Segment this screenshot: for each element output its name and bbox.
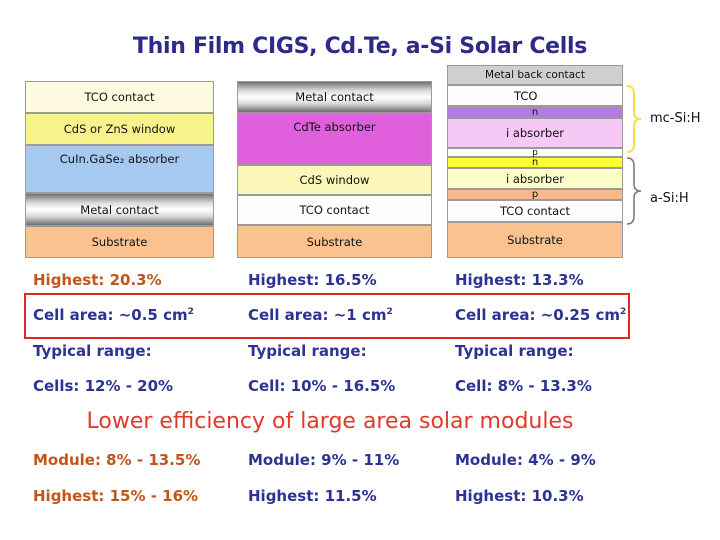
- typical-range-cdte: Typical range:: [248, 342, 367, 360]
- module-asi: Module: 4% - 9%: [455, 451, 596, 469]
- highest-module-cdte: Highest: 11.5%: [248, 487, 377, 505]
- cigs-layer-metal: Metal contact: [25, 193, 214, 226]
- cell-area-highlight-box: [24, 293, 630, 339]
- module-cigs: Module: 8% - 13.5%: [33, 451, 201, 469]
- asi-layer-substrate: Substrate: [447, 222, 623, 258]
- a-si-brace: [626, 157, 642, 225]
- asi-layer-as-i: i absorber: [447, 168, 623, 189]
- asi-layer-as-n: n: [447, 157, 623, 168]
- mc-si-brace: [626, 85, 642, 153]
- cell-area-asi: Cell area: ~0.25 cm2: [455, 306, 627, 324]
- cigs-layer-window: CdS or ZnS window: [25, 113, 214, 145]
- cdte-layer-tco: TCO contact: [237, 195, 432, 225]
- highest-cigs: Highest: 20.3%: [33, 271, 162, 289]
- cigs-layer-absorber: CuIn.GaSe₂ absorber: [25, 145, 214, 193]
- asi-layer-tco: TCO: [447, 85, 623, 106]
- cells-cdte: Cell: 10% - 16.5%: [248, 377, 396, 395]
- banner-lower-efficiency: Lower efficiency of large area solar mod…: [86, 409, 574, 434]
- module-cdte: Module: 9% - 11%: [248, 451, 400, 469]
- highest-cdte: Highest: 16.5%: [248, 271, 377, 289]
- cell-area-cigs: Cell area: ~0.5 cm2: [33, 306, 194, 324]
- asi-layer-tco-contact: TCO contact: [447, 200, 623, 222]
- a-si-label: a-Si:H: [650, 191, 689, 206]
- highest-module-asi: Highest: 10.3%: [455, 487, 584, 505]
- cdte-layer-window: CdS window: [237, 165, 432, 195]
- cdte-layer-metal: Metal contact: [237, 81, 432, 113]
- cell-area-cdte: Cell area: ~1 cm2: [248, 306, 393, 324]
- cdte-layer-absorber: CdTe absorber: [237, 113, 432, 165]
- cigs-layer-substrate: Substrate: [25, 226, 214, 258]
- asi-layer-mc-i: i absorber: [447, 118, 623, 148]
- mc-si-label: mc-Si:H: [650, 111, 701, 126]
- asi-stack: Metal back contact TCO n i absorber p n …: [447, 65, 623, 258]
- typical-range-asi: Typical range:: [455, 342, 574, 360]
- highest-asi: Highest: 13.3%: [455, 271, 584, 289]
- typical-range-cigs: Typical range:: [33, 342, 152, 360]
- asi-layer-mc-p: p: [447, 148, 623, 158]
- asi-layer-mc-n: n: [447, 106, 623, 118]
- highest-module-cigs: Highest: 15% - 16%: [33, 487, 199, 505]
- asi-layer-as-p: p: [447, 189, 623, 200]
- page-title: Thin Film CIGS, Cd.Te, a-Si Solar Cells: [132, 34, 588, 59]
- cdte-layer-substrate: Substrate: [237, 225, 432, 258]
- cells-cigs: Cells: 12% - 20%: [33, 377, 174, 395]
- cells-asi: Cell: 8% - 13.3%: [455, 377, 592, 395]
- asi-layer-metal-back: Metal back contact: [447, 65, 623, 85]
- cdte-stack: Metal contact CdTe absorber CdS window T…: [237, 81, 432, 258]
- cigs-layer-tco: TCO contact: [25, 81, 214, 113]
- cigs-stack: TCO contact CdS or ZnS window CuIn.GaSe₂…: [25, 81, 214, 258]
